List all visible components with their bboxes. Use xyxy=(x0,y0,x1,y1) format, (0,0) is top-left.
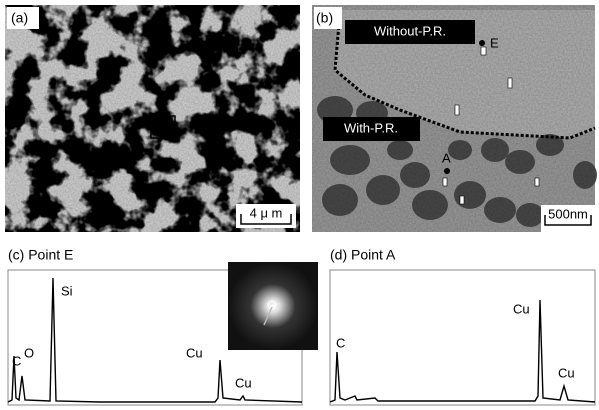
scale-label: 500nm xyxy=(548,206,588,221)
spectrum xyxy=(330,300,595,402)
panel-label: (b) xyxy=(316,10,333,26)
peak-label: O xyxy=(24,345,34,360)
point-marker xyxy=(479,40,485,46)
panel-label: (c) Point E xyxy=(8,247,73,263)
peak-label: Si xyxy=(61,283,73,298)
peak-label: Cu xyxy=(186,345,203,360)
panel-a: (a) 4 μ m xyxy=(5,5,300,232)
diffraction-inset xyxy=(228,262,318,350)
plot-frame xyxy=(330,270,595,405)
peak-label: Cu xyxy=(558,365,575,380)
scale-label: 4 μ m xyxy=(250,205,283,220)
figure: (a) 4 μ m (b) Without-P.R. With-P.R. E A… xyxy=(0,0,599,410)
peak-label: C xyxy=(336,335,345,350)
panel-b: (b) Without-P.R. With-P.R. E A 500nm xyxy=(312,5,597,232)
point-label: E xyxy=(490,35,499,50)
panel-label: (a) xyxy=(11,10,28,26)
peak-label: Cu xyxy=(235,375,252,390)
point-marker xyxy=(444,168,450,174)
peak-label: C xyxy=(12,353,21,368)
panel-d: (d) Point A C Cu Cu xyxy=(330,247,595,405)
panel-label: (d) Point A xyxy=(330,247,396,263)
noise xyxy=(5,5,300,232)
point-label: A xyxy=(442,150,451,165)
region-label: With-P.R. xyxy=(344,120,398,135)
peak-label: Cu xyxy=(513,301,530,316)
panel-c: (c) Point E C O Si Cu Cu xyxy=(8,247,318,405)
region-label: Without-P.R. xyxy=(374,23,446,38)
